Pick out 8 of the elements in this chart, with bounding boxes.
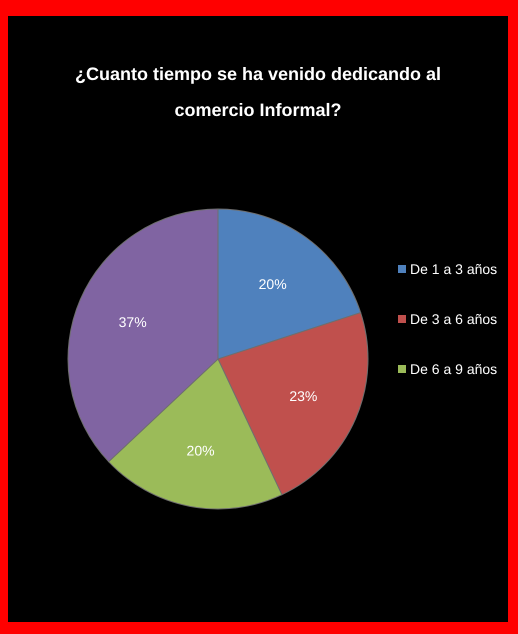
data-label: 20% xyxy=(258,276,287,292)
legend-label: De 6 a 9 años xyxy=(410,361,498,377)
legend-label: De 1 a 3 años xyxy=(410,261,498,277)
data-label: 20% xyxy=(186,442,215,458)
data-label: 23% xyxy=(289,388,318,404)
data-label: 37% xyxy=(118,314,147,330)
legend-label: De 3 a 6 años xyxy=(410,311,498,327)
chart-title: ¿Cuanto tiempo se ha venido dedicando al comercio Informal? xyxy=(74,63,442,122)
